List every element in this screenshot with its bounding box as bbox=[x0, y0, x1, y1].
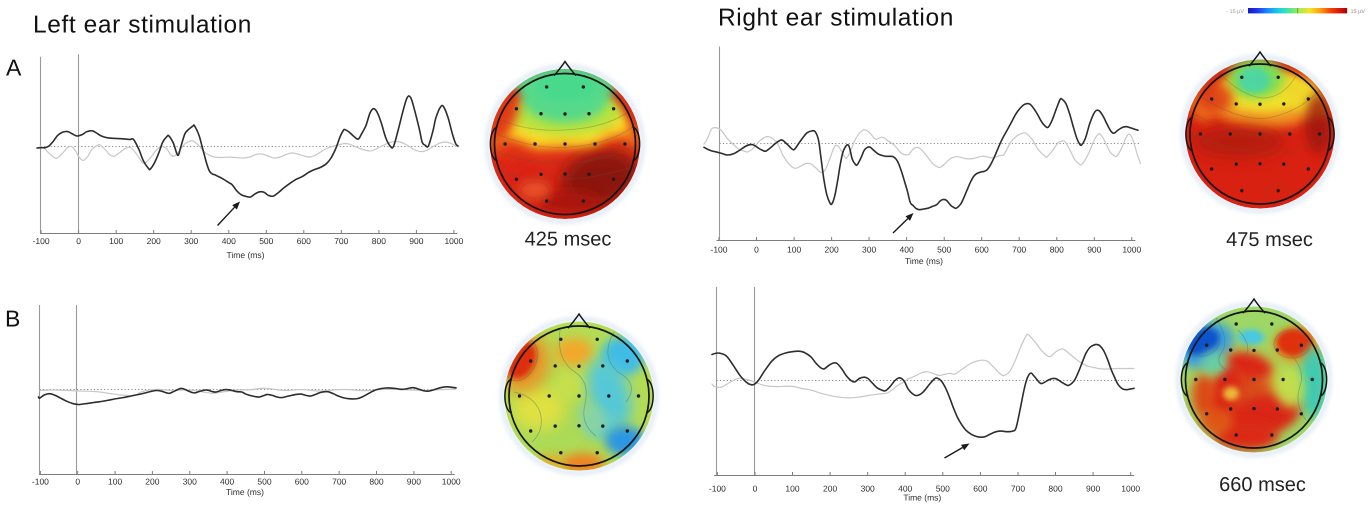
svg-text:600: 600 bbox=[295, 477, 309, 487]
svg-text:900: 900 bbox=[1086, 484, 1100, 494]
svg-text:15 µV: 15 µV bbox=[1351, 9, 1366, 15]
svg-text:300: 300 bbox=[183, 477, 197, 487]
svg-text:500: 500 bbox=[259, 236, 273, 246]
svg-text:500: 500 bbox=[257, 477, 271, 487]
svg-text:100: 100 bbox=[785, 484, 799, 494]
svg-text:100: 100 bbox=[787, 244, 801, 254]
svg-text:700: 700 bbox=[334, 236, 348, 246]
svg-text:200: 200 bbox=[825, 244, 839, 254]
svg-text:Left ear stimulation: Left ear stimulation bbox=[33, 12, 252, 39]
svg-text:400: 400 bbox=[220, 477, 234, 487]
svg-text:0: 0 bbox=[76, 236, 81, 246]
svg-text:1000: 1000 bbox=[444, 236, 463, 246]
svg-text:400: 400 bbox=[222, 236, 236, 246]
svg-text:800: 800 bbox=[1050, 244, 1064, 254]
svg-text:600: 600 bbox=[297, 236, 311, 246]
svg-text:0: 0 bbox=[753, 484, 758, 494]
svg-text:200: 200 bbox=[145, 477, 159, 487]
svg-text:800: 800 bbox=[369, 477, 383, 487]
svg-text:700: 700 bbox=[332, 477, 346, 487]
svg-text:700: 700 bbox=[1011, 484, 1025, 494]
svg-text:475 msec: 475 msec bbox=[1226, 229, 1313, 251]
svg-text:0: 0 bbox=[75, 477, 80, 487]
svg-text:Time (ms): Time (ms) bbox=[903, 493, 941, 503]
svg-text:B: B bbox=[5, 306, 20, 332]
svg-text:100: 100 bbox=[109, 236, 123, 246]
svg-text:-100: -100 bbox=[33, 236, 50, 246]
svg-text:660 msec: 660 msec bbox=[1219, 474, 1306, 496]
svg-text:900: 900 bbox=[1087, 244, 1101, 254]
svg-text:Right ear stimulation: Right ear stimulation bbox=[718, 5, 954, 32]
svg-text:900: 900 bbox=[407, 477, 421, 487]
svg-text:500: 500 bbox=[937, 244, 951, 254]
svg-text:1000: 1000 bbox=[1121, 484, 1140, 494]
svg-text:0: 0 bbox=[754, 244, 759, 254]
svg-text:Time (ms): Time (ms) bbox=[226, 487, 264, 497]
svg-text:700: 700 bbox=[1012, 244, 1026, 254]
svg-text:300: 300 bbox=[861, 484, 875, 494]
svg-text:800: 800 bbox=[372, 236, 386, 246]
svg-text:600: 600 bbox=[973, 484, 987, 494]
svg-text:300: 300 bbox=[184, 236, 198, 246]
svg-text:A: A bbox=[6, 54, 22, 80]
svg-text:-100: -100 bbox=[709, 484, 726, 494]
svg-text:800: 800 bbox=[1048, 484, 1062, 494]
svg-text:-100: -100 bbox=[32, 477, 49, 487]
svg-text:425 msec: 425 msec bbox=[525, 228, 612, 250]
svg-text:- 15 µV: - 15 µV bbox=[1226, 9, 1244, 15]
svg-text:300: 300 bbox=[862, 244, 876, 254]
svg-text:500: 500 bbox=[936, 484, 950, 494]
svg-text:Time (ms): Time (ms) bbox=[227, 250, 265, 260]
svg-text:1000: 1000 bbox=[1122, 244, 1141, 254]
svg-text:200: 200 bbox=[823, 484, 837, 494]
svg-text:900: 900 bbox=[409, 236, 423, 246]
svg-text:100: 100 bbox=[108, 477, 122, 487]
svg-text:-100: -100 bbox=[710, 244, 727, 254]
svg-text:1000: 1000 bbox=[442, 477, 461, 487]
svg-text:200: 200 bbox=[147, 236, 161, 246]
svg-text:600: 600 bbox=[975, 244, 989, 254]
svg-text:400: 400 bbox=[900, 244, 914, 254]
svg-text:400: 400 bbox=[898, 484, 912, 494]
svg-text:Time (ms): Time (ms) bbox=[905, 256, 943, 266]
